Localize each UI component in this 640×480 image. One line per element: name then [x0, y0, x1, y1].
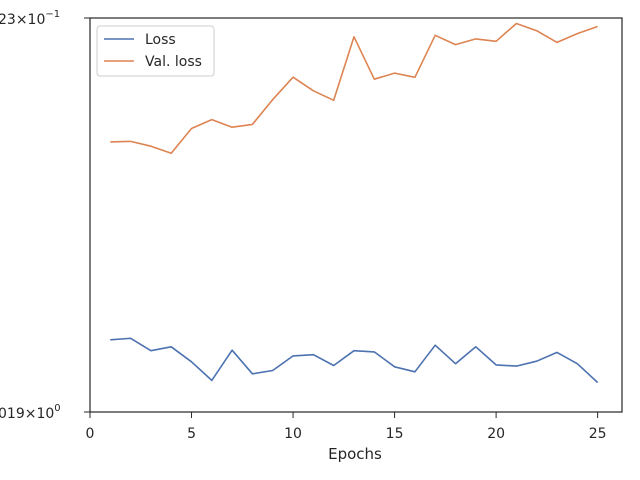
x-tick-label: 0 [86, 426, 95, 442]
series-lines [110, 22, 599, 384]
x-tick-label: 15 [386, 426, 404, 442]
y-tick-top-base: 23×10 [0, 12, 45, 28]
series-line-val-loss [110, 22, 598, 155]
y-tick-top-exponent: −1 [45, 9, 60, 20]
y-tick-label-top: 23×10−1 [0, 9, 60, 28]
y-tick-label-bottom: 019×100 [0, 403, 61, 422]
y-tick-bottom-base: 019×10 [0, 406, 54, 422]
x-axis-label: Epochs [328, 445, 382, 463]
x-tick-label: 25 [589, 426, 607, 442]
x-tick-label: 10 [284, 426, 302, 442]
y-tick-top: 23×10−1 [0, 9, 90, 28]
plot-frame [89, 17, 623, 413]
legend-label-loss: Loss [145, 32, 176, 48]
legend: Loss Val. loss [96, 25, 215, 77]
y-tick-bottom-exponent: 0 [54, 403, 60, 414]
x-tick-label: 5 [187, 426, 196, 442]
legend-label-val-loss: Val. loss [145, 54, 202, 70]
x-axis-ticks: 0 5 10 15 20 25 [86, 412, 607, 442]
x-tick-label: 20 [487, 426, 505, 442]
y-tick-bottom: 019×100 [0, 403, 90, 422]
series-line-loss [110, 337, 599, 384]
